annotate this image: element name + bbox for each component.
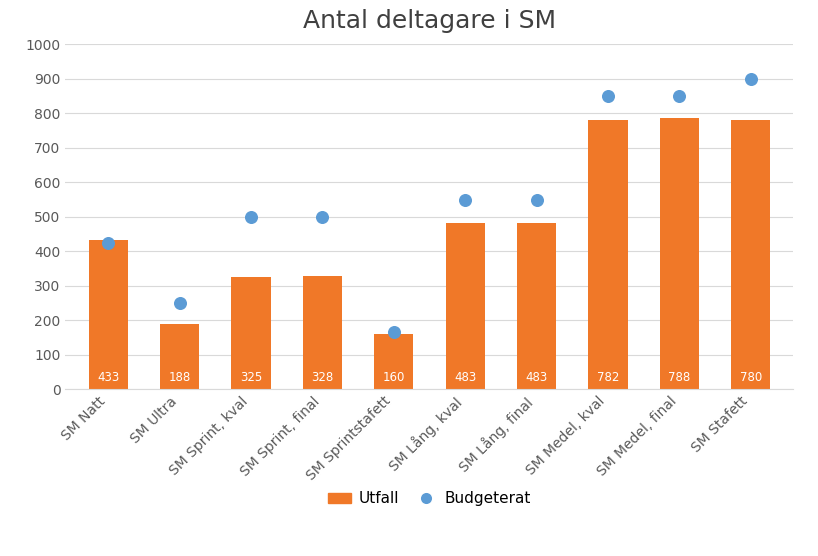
- Text: 780: 780: [739, 371, 762, 384]
- Point: [672, 92, 685, 101]
- Point: [744, 75, 757, 83]
- Bar: [731, 120, 771, 389]
- Bar: [231, 277, 271, 389]
- Text: 782: 782: [596, 371, 619, 384]
- Legend: Utfall, Budgeterat: Utfall, Budgeterat: [321, 485, 537, 513]
- Point: [101, 238, 115, 247]
- Text: 325: 325: [240, 371, 262, 384]
- Text: 483: 483: [525, 371, 547, 384]
- Text: 433: 433: [97, 371, 119, 384]
- Bar: [160, 324, 200, 389]
- Bar: [517, 223, 556, 389]
- Text: 188: 188: [169, 371, 191, 384]
- Bar: [659, 117, 699, 389]
- Bar: [88, 240, 128, 389]
- Bar: [374, 334, 413, 389]
- Bar: [303, 276, 342, 389]
- Title: Antal deltagare i SM: Antal deltagare i SM: [303, 9, 556, 33]
- Point: [173, 299, 187, 307]
- Point: [387, 328, 400, 337]
- Bar: [446, 223, 485, 389]
- Text: 788: 788: [668, 371, 690, 384]
- Text: 160: 160: [383, 371, 405, 384]
- Bar: [588, 120, 627, 389]
- Point: [601, 92, 614, 101]
- Point: [245, 212, 258, 221]
- Text: 483: 483: [454, 371, 476, 384]
- Text: 328: 328: [312, 371, 334, 384]
- Point: [530, 195, 543, 204]
- Point: [316, 212, 329, 221]
- Point: [459, 195, 472, 204]
